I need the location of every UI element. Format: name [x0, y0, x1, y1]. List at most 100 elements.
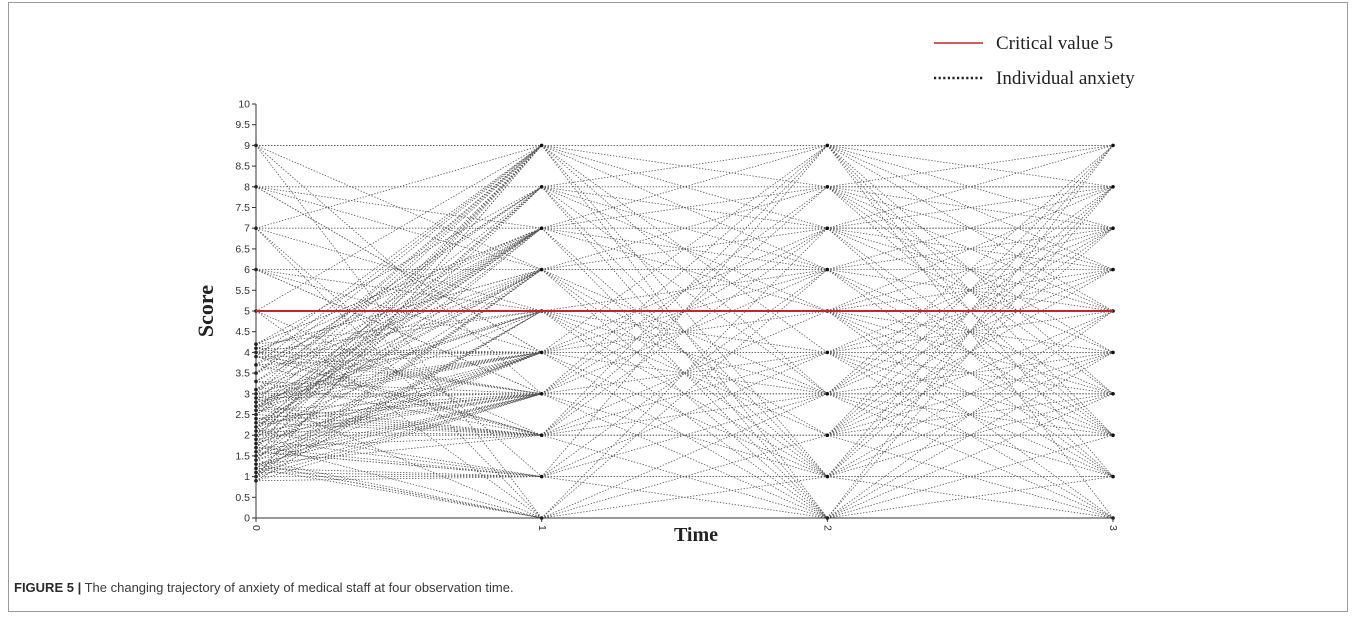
trajectory-segment-t0-t1	[255, 430, 542, 477]
trajectory-segment-t2-t3	[827, 310, 1114, 477]
trajectory-segment-t1-t2	[541, 227, 828, 270]
trajectory-segment-t0-t1	[255, 467, 542, 519]
trajectory-segment-t0-t1	[255, 227, 542, 345]
trajectory-segment-t0-t1	[255, 443, 542, 519]
trajectory-segment-t1-t2	[541, 352, 828, 477]
trajectory-segment-t0-t1	[255, 438, 542, 477]
trajectory-segment-t0-t1	[255, 393, 542, 399]
trajectory-segment-t0-t1	[255, 356, 542, 395]
trajectory-segment-t0-t1	[255, 186, 542, 444]
data-point	[825, 350, 830, 355]
trajectory-segment-t0-t1	[255, 186, 542, 382]
trajectory-segment-t1-t2	[541, 352, 828, 395]
trajectory-segment-t0-t1	[255, 352, 542, 428]
trajectory-segment-t2-t3	[827, 145, 1114, 477]
trajectory-segment-t0-t1	[255, 352, 542, 357]
trajectory-segment-t1-t2	[541, 352, 828, 477]
trajectory-segment-t1-t2	[541, 310, 828, 436]
trajectory-segment-t0-t1	[255, 145, 542, 477]
trajectory-segment-t1-t2	[541, 186, 828, 519]
trajectory-segment-t1-t2	[541, 393, 828, 519]
data-point	[825, 226, 830, 230]
y-tick-label: 5.5	[235, 285, 250, 297]
trajectory-segment-t0-t1	[255, 393, 542, 465]
trajectory-segment-t0-t1	[255, 227, 542, 399]
trajectory-segment-t2-t3	[827, 145, 1114, 270]
trajectory-segment-t2-t3	[827, 145, 1114, 519]
y-tick-label: 5	[244, 306, 250, 318]
trajectory-segment-t0-t1	[255, 393, 542, 432]
trajectory-segment-t0-t1	[255, 269, 542, 453]
x-axis-title: Time	[674, 524, 718, 546]
data-point	[539, 350, 544, 355]
trajectory-segment-t2-t3	[827, 352, 1114, 477]
trajectory-segment-t0-t1	[255, 347, 542, 395]
trajectory-segment-t1-t2	[541, 145, 828, 477]
trajectory-segment-t0-t1	[255, 352, 542, 407]
trajectory-segment-t0-t1	[255, 269, 542, 415]
trajectory-segment-t0-t1	[255, 310, 542, 436]
trajectory-segment-t1-t2	[541, 145, 828, 270]
trajectory-segment-t0-t1	[255, 380, 542, 436]
data-point	[539, 143, 544, 148]
trajectory-segment-t1-t2	[541, 393, 828, 436]
data-point	[1111, 474, 1115, 479]
trajectory-segment-t0-t1	[255, 310, 542, 407]
y-tick-label: 7	[244, 223, 250, 235]
trajectory-segment-t0-t1	[255, 352, 542, 444]
trajectory-segment-t0-t1	[255, 227, 542, 461]
y-tick-label: 0	[244, 513, 250, 525]
trajectory-segment-t1-t2	[541, 352, 828, 519]
data-point	[1111, 433, 1115, 438]
y-tick-label: 4	[244, 347, 250, 359]
data-point	[1111, 350, 1115, 355]
trajectory-segment-t2-t3	[827, 352, 1114, 519]
trajectory-segment-t0-t1	[255, 459, 542, 519]
trajectory-segment-t0-t1	[255, 186, 542, 345]
trajectory-segment-t0-t1	[255, 145, 542, 366]
trajectory-segment-t0-t1	[255, 145, 542, 440]
data-point	[825, 185, 830, 189]
trajectory-segment-t0-t1	[255, 397, 542, 519]
trajectory-layer	[254, 143, 1115, 520]
figure-frame	[8, 2, 1348, 612]
y-tick-label: 7.5	[235, 202, 250, 214]
trajectory-segment-t0-t1	[255, 145, 542, 312]
trajectory-segment-t2-t3	[827, 393, 1114, 519]
data-point	[825, 433, 830, 438]
trajectory-segment-t0-t1	[255, 393, 542, 436]
trajectory-segment-t0-t1	[255, 310, 542, 353]
y-tick-label: 8.5	[235, 161, 250, 173]
data-point	[539, 433, 544, 438]
trajectory-segment-t0-t1	[255, 463, 542, 519]
trajectory-segment-t0-t1	[255, 227, 542, 407]
data-point	[539, 267, 544, 272]
y-tick-label: 4.5	[235, 326, 250, 338]
trajectory-segment-t0-t1	[255, 393, 542, 440]
trajectory-segment-t0-t1	[255, 352, 542, 403]
trajectory-segment-t0-t1	[255, 145, 542, 270]
trajectory-segment-t0-t1	[255, 269, 542, 374]
trajectory-segment-t0-t1	[255, 145, 542, 390]
trajectory-segment-t0-t1	[255, 472, 542, 477]
x-tick-label: 3	[1107, 525, 1119, 531]
trajectory-segment-t0-t1	[255, 269, 542, 391]
data-point	[825, 267, 830, 272]
trajectory-segment-t0-t1	[255, 227, 542, 415]
trajectory-segment-t0-t1	[255, 352, 542, 453]
x-tick-label: 2	[822, 525, 834, 531]
trajectory-segment-t0-t1	[255, 364, 542, 436]
trajectory-segment-t2-t3	[827, 269, 1114, 312]
trajectory-segment-t0-t1	[255, 269, 542, 428]
trajectory-segment-t1-t2	[541, 269, 828, 395]
y-tick-label: 2.5	[235, 409, 250, 421]
trajectory-segment-t2-t3	[827, 145, 1114, 188]
data-point	[539, 392, 544, 396]
trajectory-segment-t1-t2	[541, 227, 828, 519]
trajectory-segment-t0-t1	[255, 380, 542, 395]
trajectory-segment-t0-t1	[255, 227, 542, 519]
label-layer: Score Time	[193, 285, 718, 546]
trajectory-segment-t0-t1	[255, 227, 542, 411]
trajectory-segment-t0-t1	[255, 467, 542, 477]
trajectory-segment-t2-t3	[827, 227, 1114, 270]
